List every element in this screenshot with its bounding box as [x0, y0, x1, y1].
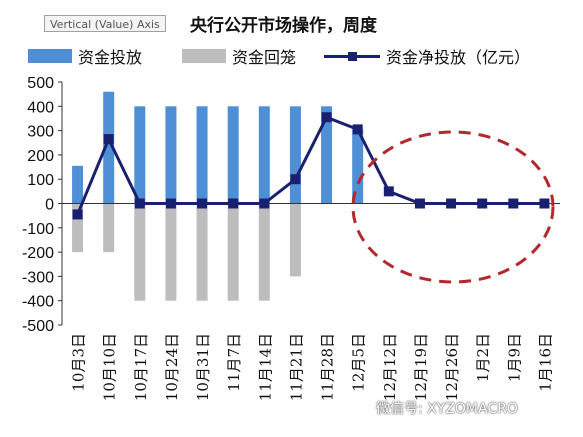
legend: 资金投放 资金回笼 资金净投放（亿元）: [0, 42, 583, 70]
x-tick-label: 1月16日: [536, 333, 554, 392]
y-tick-label: 0: [45, 197, 54, 214]
bar-invest: [258, 106, 270, 204]
legend-item-net: 资金净投放（亿元）: [324, 42, 530, 70]
x-tick-label: 11月14日: [256, 333, 274, 401]
bar-recover: [196, 203, 208, 301]
legend-swatch-net: [324, 49, 380, 63]
chart-title: 央行公开市场操作，周度: [190, 16, 377, 36]
net-point: [508, 198, 519, 209]
legend-label-recover: 资金回笼: [232, 48, 297, 67]
y-tick-label: 100: [27, 172, 54, 189]
bar-invest: [352, 129, 364, 204]
bar-invest: [134, 106, 146, 204]
x-tick-label: 10月31日: [194, 333, 212, 401]
y-tick-label: 400: [27, 99, 54, 116]
legend-swatch-invest: [28, 49, 72, 63]
x-tick-label: 10月17日: [132, 333, 150, 401]
net-point: [352, 124, 363, 135]
legend-swatch-recover: [182, 49, 226, 63]
bar-invest: [72, 165, 84, 204]
net-point: [321, 112, 332, 123]
bar-recover: [227, 203, 239, 301]
legend-label-invest: 资金投放: [78, 48, 143, 67]
y-tick-label: -500: [22, 318, 54, 335]
x-tick-label: 12月12日: [381, 333, 399, 401]
x-tick-label: 12月5日: [350, 333, 368, 392]
bar-invest: [103, 91, 115, 204]
net-point: [103, 134, 114, 145]
y-tick-label: -300: [22, 269, 54, 286]
legend-label-net: 资金净投放（亿元）: [386, 48, 531, 67]
net-point: [228, 198, 239, 209]
net-point: [72, 209, 83, 220]
bar-recover: [134, 203, 146, 301]
bar-recover: [289, 203, 301, 277]
y-tick-label: -200: [22, 245, 54, 262]
x-tick-label: 10月3日: [70, 333, 88, 392]
highlight-ellipse: [351, 130, 555, 284]
bar-invest: [289, 106, 301, 204]
bar-invest: [321, 106, 333, 204]
bar-invest: [196, 106, 208, 204]
x-tick-label: 10月24日: [163, 333, 181, 401]
bar-recover: [72, 203, 84, 253]
x-tick-label: 11月28日: [319, 333, 337, 401]
y-tick-label: 200: [27, 148, 54, 165]
x-tick-label: 12月19日: [412, 333, 430, 401]
bar-invest: [227, 106, 239, 204]
legend-item-recover: 资金回笼: [182, 42, 296, 70]
x-tick-label: 10月10日: [101, 333, 119, 401]
net-point: [414, 198, 425, 209]
net-point: [259, 198, 270, 209]
y-tick-label: -400: [22, 294, 54, 311]
x-tick-label: 1月2日: [474, 333, 492, 382]
y-tick-label: 500: [27, 75, 54, 92]
legend-item-invest: 资金投放: [28, 42, 142, 70]
x-tick-label: 11月7日: [225, 333, 243, 392]
net-point: [477, 198, 488, 209]
x-tick-label: 11月21日: [287, 333, 305, 401]
net-point: [383, 186, 394, 197]
axis-tooltip: Vertical (Value) Axis: [44, 15, 166, 32]
net-point: [134, 198, 145, 209]
y-tick-label: -100: [22, 221, 54, 238]
net-point: [290, 174, 301, 185]
net-point: [446, 198, 457, 209]
net-point: [165, 198, 176, 209]
bar-recover: [258, 203, 270, 301]
net-point: [539, 198, 550, 209]
x-tick-label: 1月9日: [505, 333, 523, 382]
bar-recover: [165, 203, 177, 301]
y-tick-label: 300: [27, 124, 54, 141]
x-tick-label: 12月26日: [443, 333, 461, 401]
net-line: [76, 115, 545, 216]
bar-recover: [103, 203, 115, 253]
watermark: 微信号: XYZOMACRO: [376, 401, 518, 417]
bar-invest: [165, 106, 177, 204]
net-point: [197, 198, 208, 209]
